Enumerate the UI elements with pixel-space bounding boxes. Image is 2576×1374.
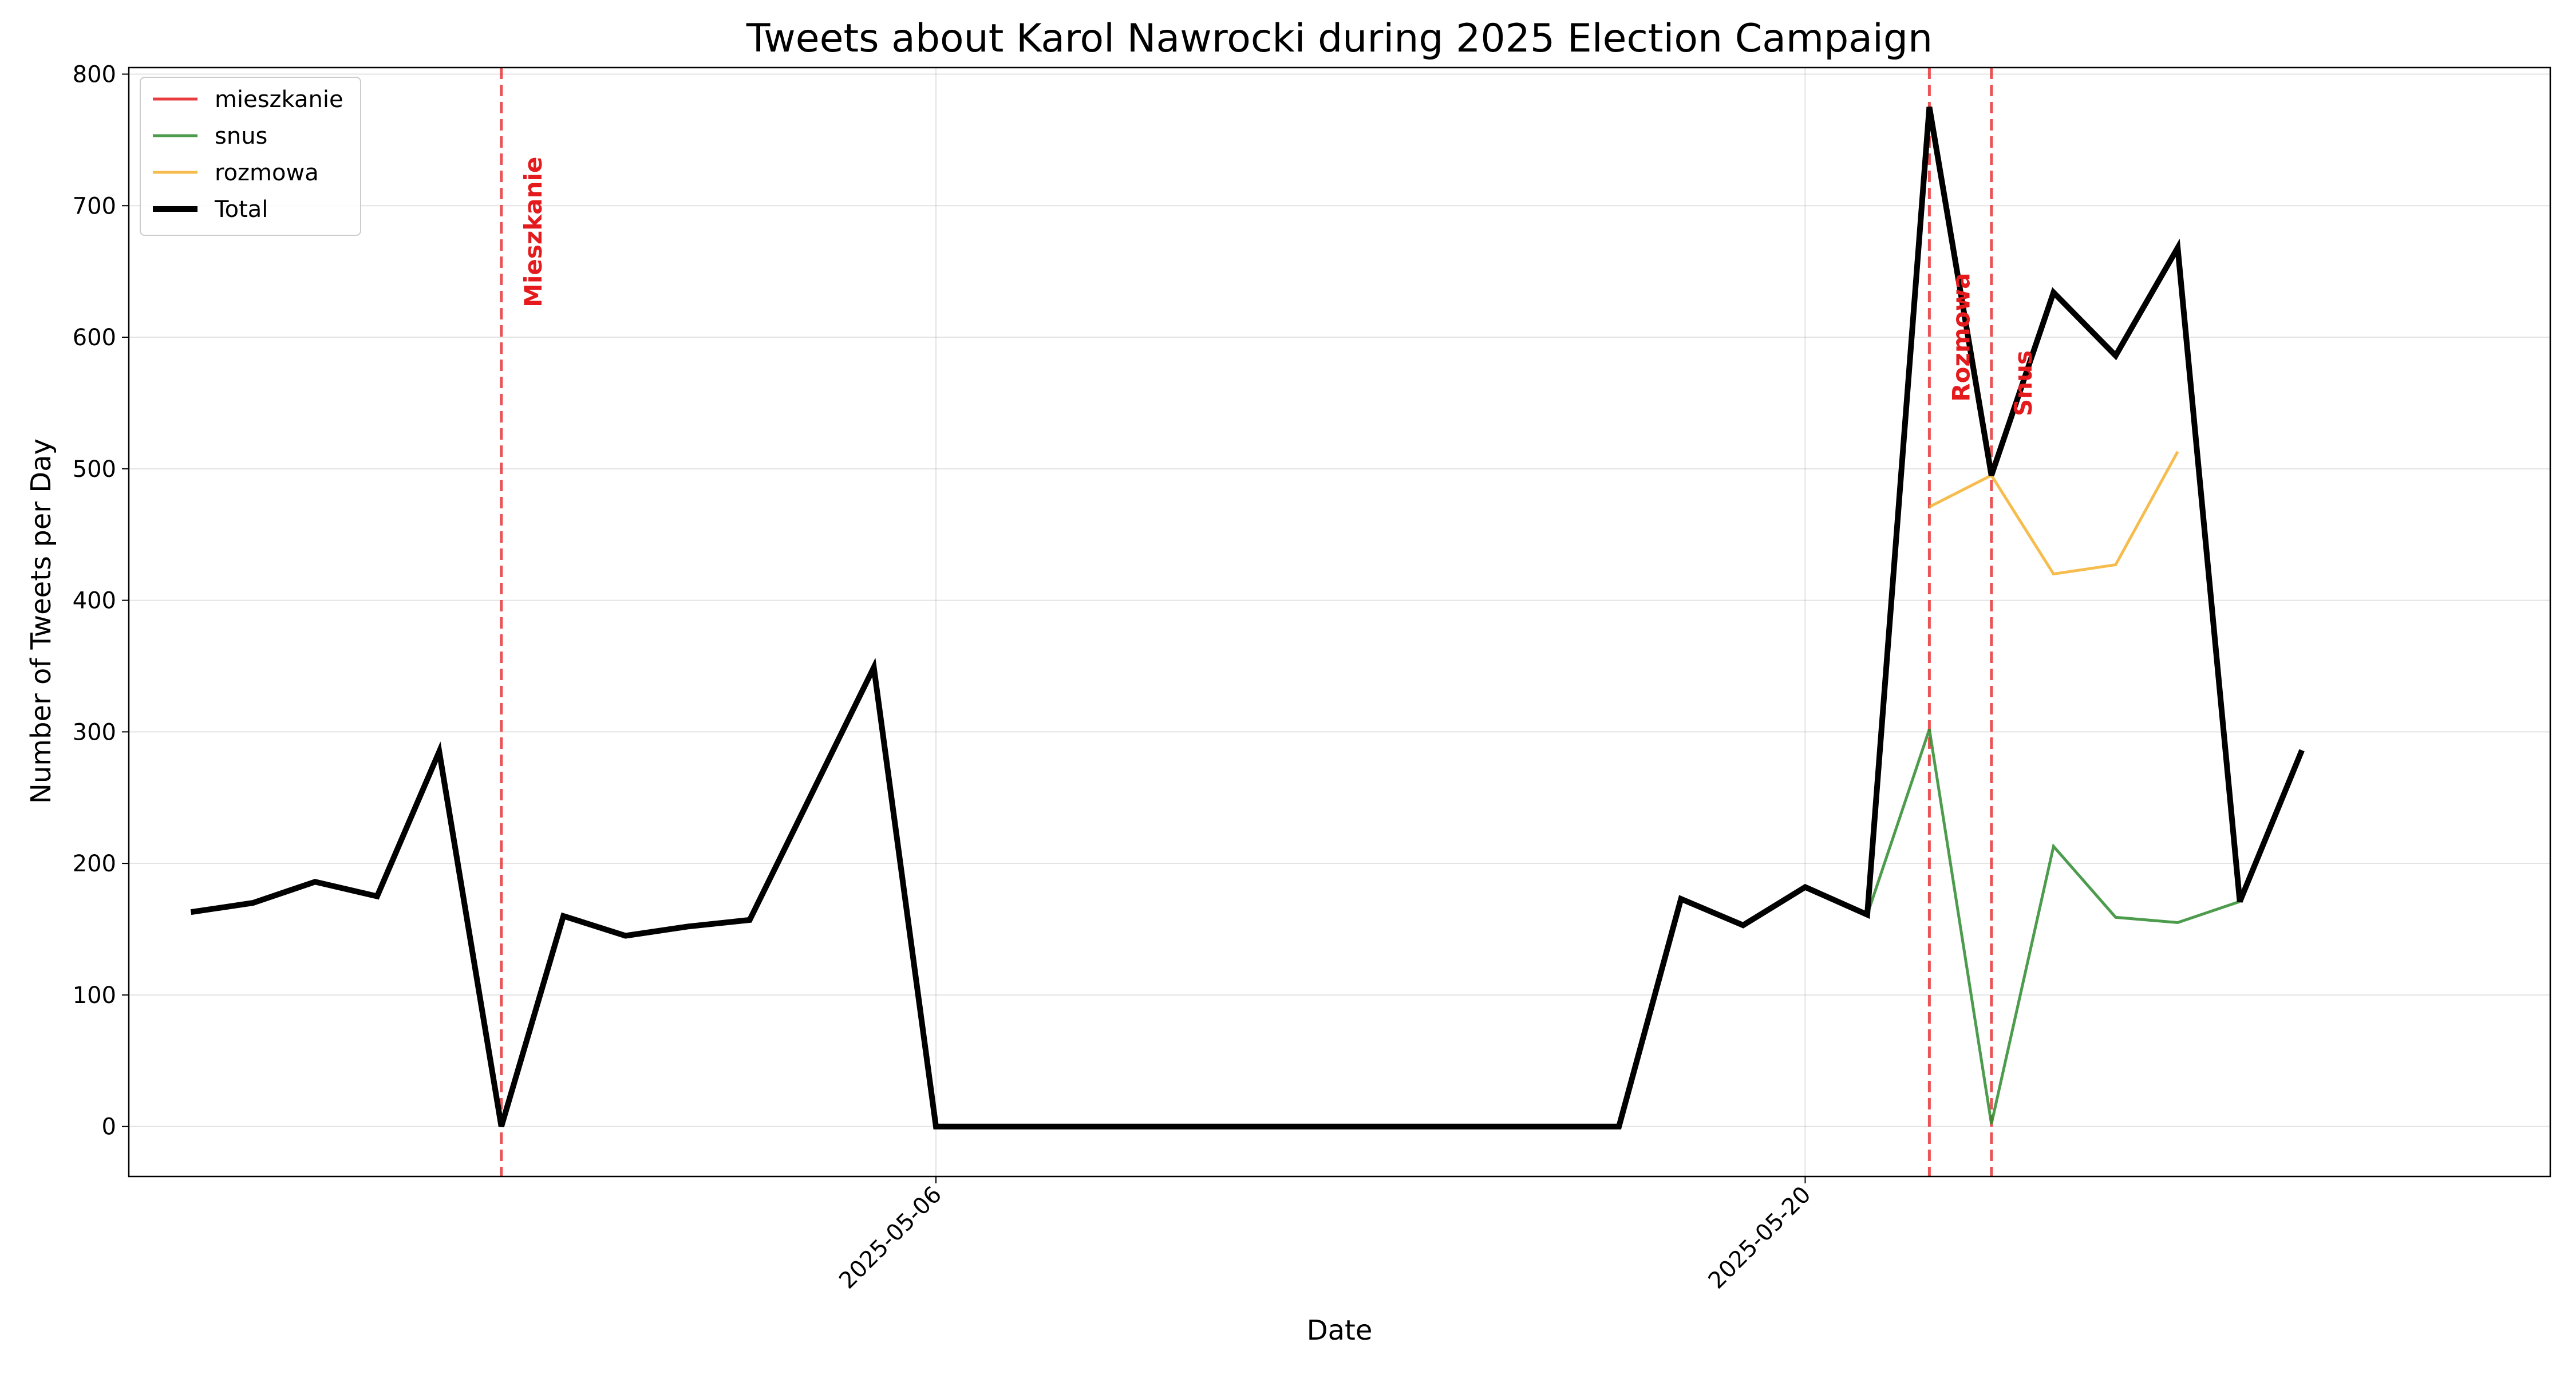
y-tick-label: 800 (73, 61, 116, 88)
y-tick-label: 200 (73, 851, 116, 877)
y-tick-label: 700 (73, 193, 116, 219)
plot-area (129, 68, 2550, 1176)
y-tick-label: 0 (102, 1114, 116, 1140)
x-tick-label: 2025-05-06 (834, 1182, 947, 1294)
legend-label: Total (214, 196, 268, 223)
chart-title: Tweets about Karol Nawrocki during 2025 … (746, 16, 1933, 61)
y-tick-label: 600 (73, 325, 116, 351)
legend-box (140, 77, 361, 236)
y-axis-title: Number of Tweets per Day (25, 439, 57, 804)
series-line (1929, 451, 2179, 576)
grid (129, 68, 2550, 1176)
event-label: Mieszkanie (519, 157, 547, 307)
series-line (1866, 729, 2241, 1124)
x-tick-label: 2025-05-20 (1704, 1182, 1816, 1294)
legend-label: mieszkanie (215, 86, 343, 113)
legend-label: snus (215, 123, 267, 149)
y-tick-label: 400 (73, 588, 116, 614)
y-tick-label: 300 (73, 719, 116, 745)
series-lines (190, 106, 2305, 1130)
event-markers (500, 68, 1993, 1176)
event-labels: Mieszkanie Rozmowa Snus (519, 157, 2037, 416)
axes-frame (128, 66, 2551, 1178)
y-tick-label: 500 (73, 456, 116, 483)
legend: mieszkanie snus rozmowa Total (140, 77, 361, 236)
y-tick-label: 100 (73, 982, 116, 1009)
event-label: Rozmowa (1947, 273, 1975, 401)
legend-label: rozmowa (215, 160, 319, 186)
event-label: Snus (2009, 350, 2037, 416)
series-line (190, 106, 2305, 1130)
x-axis-title: Date (1307, 1314, 1373, 1347)
plot-background (129, 68, 2550, 1176)
